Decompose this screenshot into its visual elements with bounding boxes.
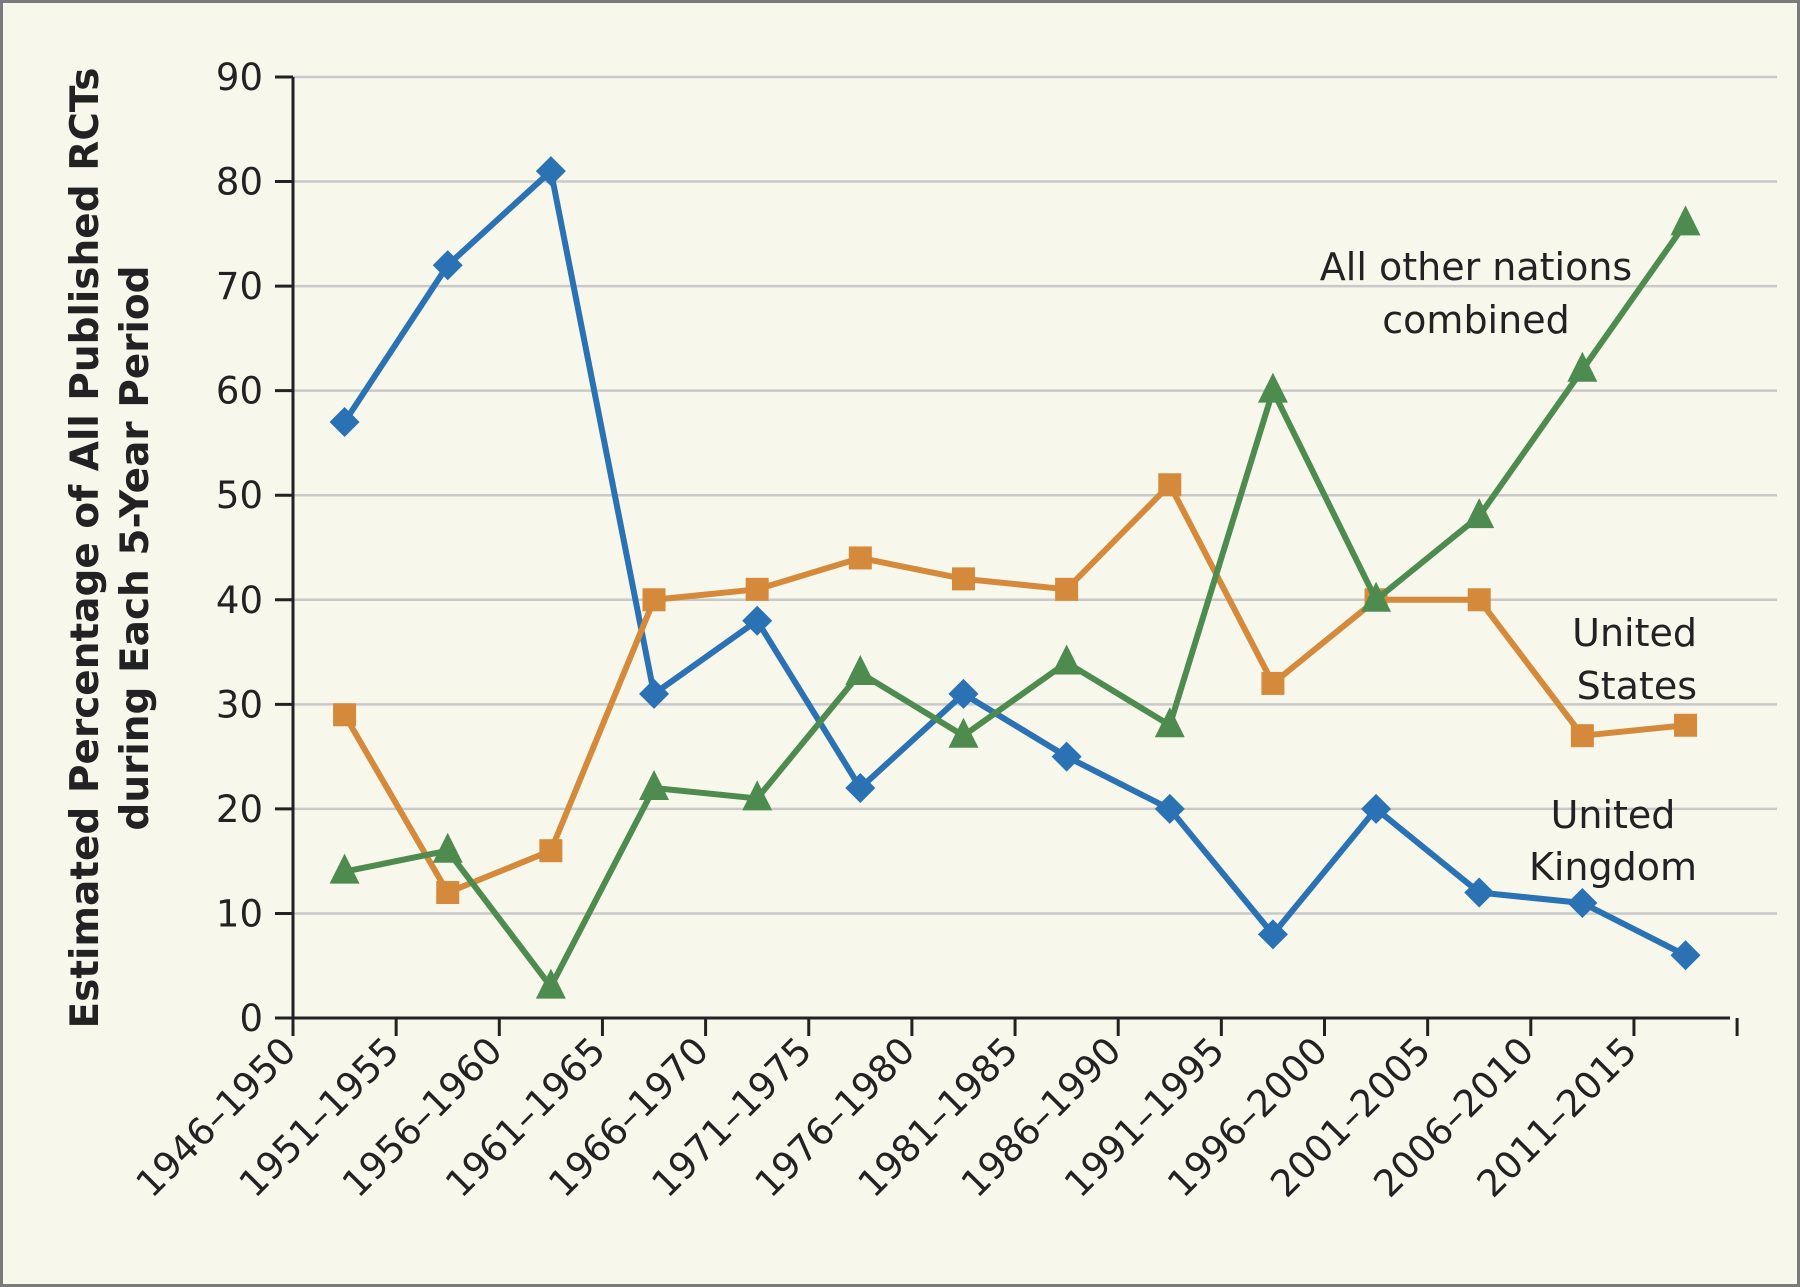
data-point-all-other-nations-combined [1154, 707, 1185, 738]
series-united-kingdom [329, 156, 1701, 971]
series-layer [329, 156, 1701, 999]
data-point-all-other-nations-combined [1361, 581, 1392, 612]
data-point-united-states [1261, 671, 1285, 695]
data-point-united-states [436, 881, 460, 905]
data-point-united-states [1674, 713, 1698, 737]
x-ticks: 1946–19501951–19551956–19601961–19651966… [128, 1018, 1739, 1206]
data-point-united-states [745, 577, 769, 601]
series-label-united-states: United States [1572, 611, 1697, 708]
data-point-all-other-nations-combined [742, 780, 773, 811]
data-point-all-other-nations-combined [535, 968, 566, 999]
data-point-united-kingdom [1464, 877, 1495, 908]
data-point-united-kingdom [1567, 887, 1598, 918]
y-tick-label: 10 [216, 892, 263, 935]
y-tick-label: 0 [239, 997, 263, 1040]
series-label-united-kingdom: United Kingdom [1529, 793, 1697, 889]
series-line-united-states [341, 481, 1686, 896]
data-point-united-states [642, 588, 666, 612]
data-point-united-kingdom [535, 156, 566, 187]
data-point-united-kingdom [1670, 940, 1701, 971]
series-united-states [333, 473, 1698, 905]
y-axis-title-line-2: during Each 5-Year Period [113, 265, 158, 830]
y-tick-label: 50 [216, 474, 263, 517]
data-point-all-other-nations-combined [1670, 205, 1701, 236]
data-point-united-kingdom [639, 678, 670, 709]
label-all-other-nations-line-2: combined [1382, 298, 1569, 342]
y-ticks: 0 10 20 30 40 50 60 70 80 90 [216, 56, 293, 1040]
line-chart: 0 10 20 30 40 50 60 70 80 90 1946–19501951–195519… [63, 56, 1777, 1206]
data-point-united-states [951, 567, 975, 591]
label-united-kingdom-line-1: United [1551, 793, 1676, 837]
data-point-united-kingdom [948, 678, 979, 709]
data-point-united-kingdom [845, 772, 876, 803]
series-line-united-kingdom [342, 168, 1687, 958]
data-point-all-other-nations-combined [432, 832, 463, 863]
y-tick-label: 70 [216, 265, 263, 308]
data-point-united-kingdom [1154, 793, 1185, 824]
data-point-united-states [333, 703, 357, 727]
data-point-united-states [1467, 588, 1491, 612]
data-point-united-kingdom [1051, 741, 1082, 772]
y-axis-title: Estimated Percentage of All Published RC… [63, 68, 158, 1029]
data-point-all-other-nations-combined [1051, 644, 1082, 675]
data-point-united-states [1570, 724, 1594, 748]
data-point-all-other-nations-combined [1567, 351, 1598, 382]
data-point-united-states [1158, 473, 1182, 497]
series-all-other-nations-combined [329, 205, 1701, 999]
axes [291, 77, 1730, 1020]
label-united-states-line-1: United [1572, 611, 1697, 655]
data-point-all-other-nations-combined [1464, 498, 1495, 529]
data-point-united-states [539, 839, 563, 863]
y-tick-label: 20 [216, 788, 263, 831]
data-point-united-kingdom [329, 407, 360, 438]
data-point-all-other-nations-combined [948, 717, 979, 748]
data-point-united-kingdom [1257, 919, 1288, 950]
label-all-other-nations-line-1: All other nations [1320, 245, 1632, 289]
gridlines [293, 75, 1777, 915]
label-united-kingdom-line-2: Kingdom [1529, 845, 1697, 889]
label-united-states-line-2: States [1577, 664, 1697, 708]
data-point-all-other-nations-combined [639, 769, 670, 800]
data-point-united-states [848, 546, 872, 570]
y-tick-label: 60 [216, 370, 263, 413]
data-point-united-states [1055, 577, 1079, 601]
data-point-all-other-nations-combined [329, 853, 360, 884]
series-label-all-other-nations: All other nations combined [1320, 245, 1632, 342]
y-tick-label: 90 [216, 56, 263, 99]
y-axis-title-line-1: Estimated Percentage of All Published RC… [63, 68, 108, 1029]
y-tick-label: 80 [216, 161, 263, 204]
data-point-all-other-nations-combined [845, 654, 876, 685]
series-line-all-other-nations-combined [343, 221, 1688, 990]
y-tick-label: 30 [216, 683, 263, 726]
data-point-united-kingdom [1361, 793, 1392, 824]
y-tick-label: 40 [216, 579, 263, 622]
data-point-all-other-nations-combined [1257, 372, 1288, 403]
data-point-united-kingdom [432, 250, 463, 281]
data-point-united-kingdom [742, 605, 773, 636]
